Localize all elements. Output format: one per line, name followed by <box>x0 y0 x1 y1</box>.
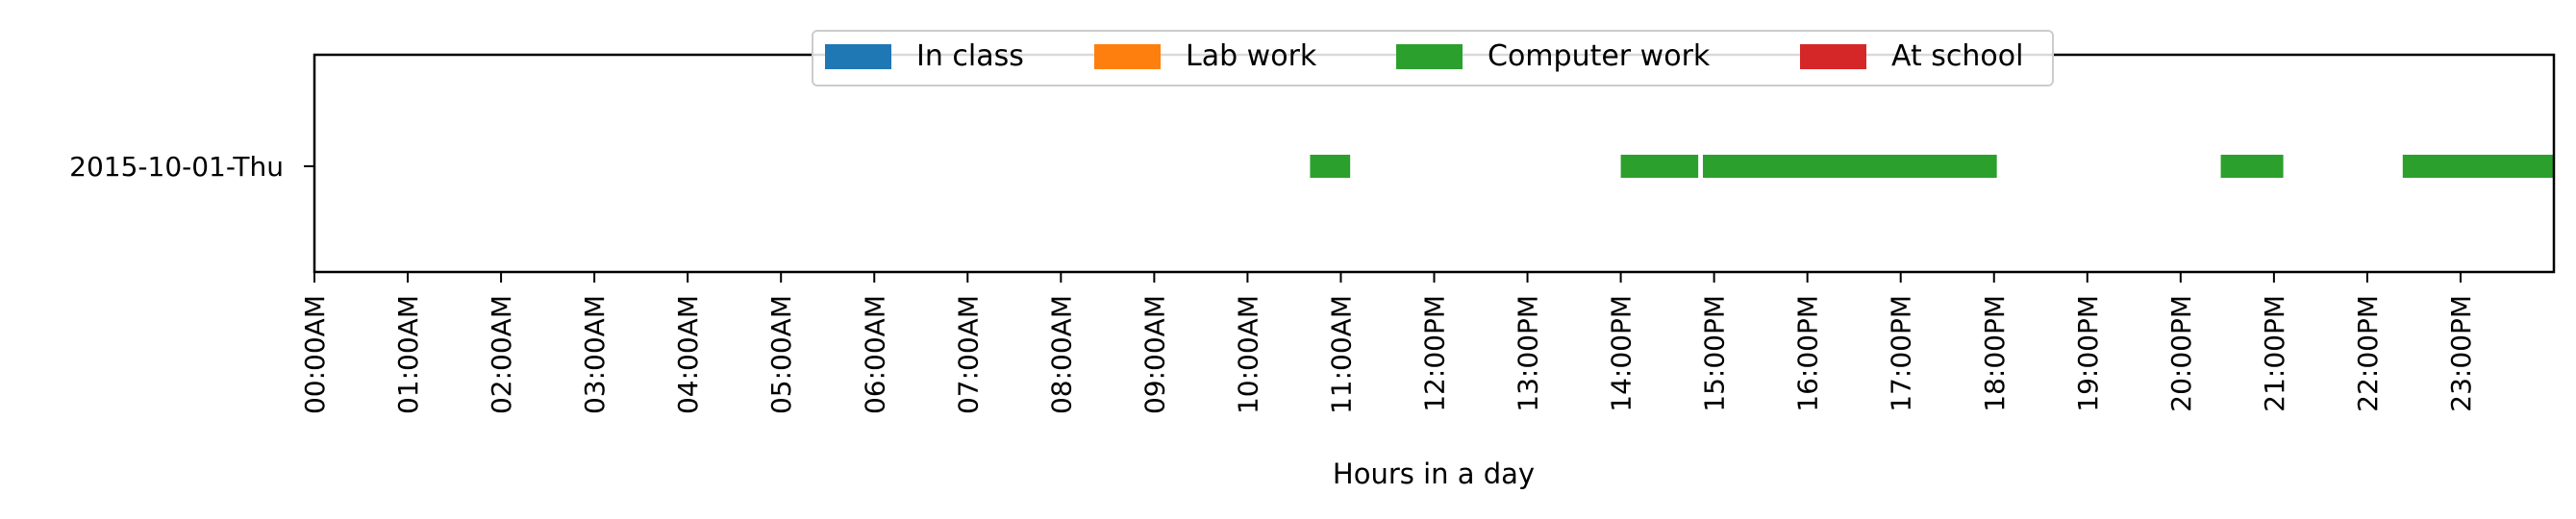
x-tick-label: 00:00AM <box>299 295 331 414</box>
x-tick-label: 10:00AM <box>1232 295 1263 414</box>
x-tick-label: 01:00AM <box>392 295 424 414</box>
x-tick-label: 16:00PM <box>1792 295 1824 412</box>
x-tick-label: 06:00AM <box>859 295 890 414</box>
x-tick-label: 19:00PM <box>2072 295 2104 412</box>
x-axis: 00:00AM 01:00AM 02:00AM 03:00AM 04:00AM 05:00… <box>299 272 2477 414</box>
bar-segment <box>1620 155 1699 178</box>
legend-swatch <box>1396 44 1463 69</box>
x-tick-label: 02:00AM <box>486 295 517 414</box>
bars-layer <box>1310 155 2554 178</box>
x-tick-label: 09:00AM <box>1138 295 1170 414</box>
legend: In class Lab work Computer work At school <box>812 30 2054 86</box>
x-tick-label: 03:00AM <box>579 295 611 414</box>
legend-label: In class <box>916 39 1024 73</box>
x-tick-label: 11:00AM <box>1325 295 1357 414</box>
y-axis: 2015-10-01-Thu <box>69 151 314 183</box>
y-tick-label: 2015-10-01-Thu <box>69 151 284 183</box>
x-tick-label: 12:00PM <box>1419 295 1451 412</box>
x-tick-label: 17:00PM <box>1886 295 1917 412</box>
x-axis-label: Hours in a day <box>1333 457 1535 490</box>
x-tick-label: 15:00PM <box>1699 295 1731 412</box>
x-tick-label: 08:00AM <box>1045 295 1077 414</box>
plot-frame <box>313 53 2556 274</box>
legend-swatch <box>1094 44 1161 69</box>
x-tick-label: 13:00PM <box>1513 295 1544 412</box>
legend-label: At school <box>1891 39 2023 73</box>
x-tick-label: 07:00AM <box>952 295 984 414</box>
x-tick-label: 04:00AM <box>672 295 704 414</box>
bar-segment <box>1702 155 1997 178</box>
x-tick-label: 23:00PM <box>2445 295 2477 412</box>
x-tick-label: 05:00AM <box>765 295 797 414</box>
legend-swatch <box>825 44 891 69</box>
bar-segment <box>2402 155 2554 178</box>
x-tick-label: 18:00PM <box>1979 295 2011 412</box>
legend-label: Computer work <box>1488 39 1711 73</box>
x-tick-label: 14:00PM <box>1606 295 1638 412</box>
bar-segment <box>1310 155 1351 178</box>
x-tick-label: 21:00PM <box>2259 295 2290 412</box>
legend-label: Lab work <box>1186 39 1317 73</box>
legend-swatch <box>1800 44 1866 69</box>
x-tick-label: 20:00PM <box>2165 295 2197 412</box>
x-tick-label: 22:00PM <box>2352 295 2384 412</box>
bar-segment <box>2220 155 2284 178</box>
